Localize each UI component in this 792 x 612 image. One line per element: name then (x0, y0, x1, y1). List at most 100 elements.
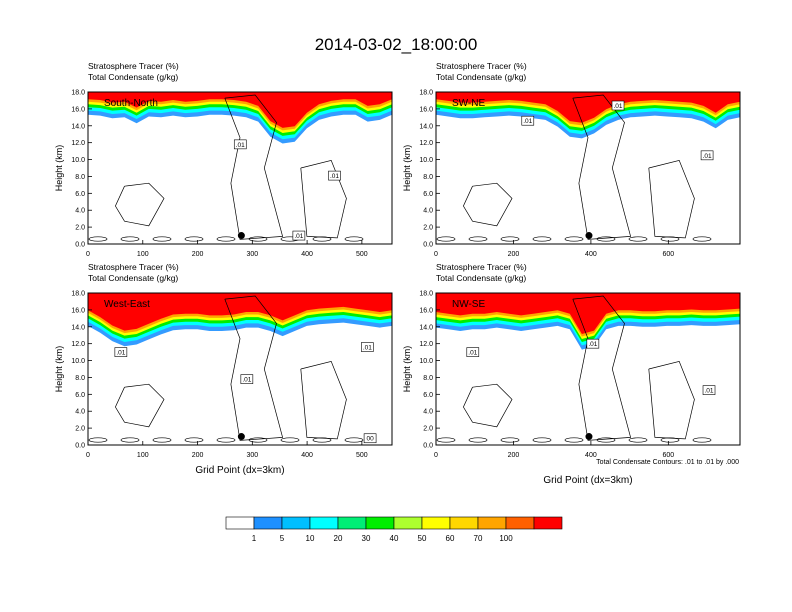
y-tick-label: 16.0 (419, 106, 433, 113)
contour-label-box (114, 347, 128, 357)
x-tick-label: 600 (663, 452, 675, 459)
contour-line (572, 94, 632, 240)
y-tick-label: 8.0 (75, 174, 85, 181)
panel-label: West-East (104, 299, 150, 310)
contour-line (300, 360, 347, 440)
y-axis-label: Height (km) (402, 346, 412, 393)
surface-contour (248, 236, 268, 242)
y-tick-label: 4.0 (75, 208, 85, 215)
contour-label-text: .01 (236, 142, 245, 149)
contour-label-box (700, 150, 714, 161)
y-tick-label: 14.0 (419, 123, 433, 130)
x-tick-label: 400 (301, 452, 313, 459)
contour-label-text: 00 (366, 436, 374, 443)
y-tick-label: 18.0 (419, 291, 433, 298)
panel-title-line: Stratosphere Tracer (%) (436, 61, 527, 71)
contour-label-text: .01 (242, 377, 251, 384)
y-tick-label: 12.0 (419, 140, 433, 147)
colorbar-label: 50 (418, 534, 427, 543)
x-tick-label: 400 (301, 251, 313, 258)
tracer-field (436, 293, 740, 350)
contour-line (224, 94, 284, 240)
colorbar-swatch (533, 516, 563, 530)
contour-label-box (702, 385, 716, 395)
surface-contour (596, 437, 616, 443)
x-tick-label: 0 (434, 452, 438, 459)
x-tick-label: 300 (246, 251, 258, 258)
y-tick-label: 12.0 (419, 341, 433, 348)
y-tick-label: 10.0 (419, 358, 433, 365)
surface-contour (120, 437, 140, 443)
surface-contour (500, 236, 520, 242)
surface-contour (564, 236, 584, 242)
contour-label-box (233, 139, 247, 150)
plot-frame (87, 292, 393, 446)
y-tick-label: 6.0 (423, 392, 433, 399)
tracer-band (436, 293, 740, 334)
x-tick-label: 0 (86, 251, 90, 258)
panel-label: SW-NE (452, 98, 485, 109)
x-tick-label: 300 (246, 452, 258, 459)
colorbar-label: 1 (252, 534, 257, 543)
y-tick-label: 16.0 (71, 307, 85, 314)
tracer-field (436, 92, 740, 139)
contour-label: .01 (361, 342, 374, 352)
tracer-field (88, 293, 392, 347)
tracer-field (88, 92, 392, 144)
colorbar-swatch (253, 516, 283, 530)
y-tick-label: 8.0 (75, 375, 85, 382)
colorbar-label: 40 (390, 534, 399, 543)
colorbar-label: 70 (474, 534, 483, 543)
x-tick-label: 400 (585, 452, 597, 459)
contour-label-text: .01 (330, 173, 339, 180)
y-tick-label: 6.0 (75, 191, 85, 198)
colorbar: 1 5 10 20 30 40 50 60 70 100 (225, 516, 563, 543)
surface-contour (692, 236, 712, 242)
x-tick-label: 200 (192, 251, 204, 258)
y-tick-label: 6.0 (423, 191, 433, 198)
contour-label: .01 (328, 170, 341, 181)
contour-line (224, 295, 284, 441)
contour-label-text: .01 (703, 153, 712, 160)
y-tick-label: 0.0 (75, 242, 85, 249)
contour-label: .01 (240, 374, 254, 384)
contour-label-box (611, 100, 625, 111)
panels: Stratosphere Tracer (%) Total Condensate … (54, 61, 741, 486)
tracer-band (88, 92, 392, 128)
x-tick-label: 500 (356, 452, 368, 459)
plot-frame (435, 91, 741, 245)
panel-title-line: Stratosphere Tracer (%) (88, 262, 179, 272)
surface-contour (88, 437, 108, 443)
y-tick-label: 8.0 (423, 375, 433, 382)
x-tick-label: 0 (86, 452, 90, 459)
surface-contour (312, 236, 332, 242)
surface-contour (596, 236, 616, 242)
surface-contour (248, 437, 268, 443)
contour-label-box (466, 347, 480, 357)
contour-label-box (328, 170, 341, 181)
colorbar-swatch (365, 516, 395, 530)
x-tick-label: 0 (434, 251, 438, 258)
contour-label: 00 (363, 433, 377, 444)
surface-contour (152, 437, 172, 443)
surface-contour (184, 236, 204, 242)
contour-label-text: .01 (294, 233, 303, 240)
x-tick-label: 500 (356, 251, 368, 258)
contour-line (648, 360, 695, 440)
surface-contour (564, 437, 584, 443)
y-tick-label: 4.0 (75, 409, 85, 416)
surface-contour (468, 437, 488, 443)
x-tick-label: 100 (137, 452, 149, 459)
panel-title-line: Total Condensate (g/kg) (88, 72, 178, 82)
colorbar-swatch (281, 516, 311, 530)
y-tick-label: 2.0 (75, 426, 85, 433)
y-tick-label: 14.0 (419, 324, 433, 331)
contour-label: .01 (114, 347, 128, 357)
y-tick-label: 10.0 (71, 358, 85, 365)
contour-label: .01 (521, 115, 535, 126)
x-tick-label: 400 (585, 251, 597, 258)
contour-label: .01 (466, 347, 480, 357)
y-tick-label: 18.0 (71, 90, 85, 97)
panel-south-north: Stratosphere Tracer (%)Total Condensate … (54, 61, 393, 258)
